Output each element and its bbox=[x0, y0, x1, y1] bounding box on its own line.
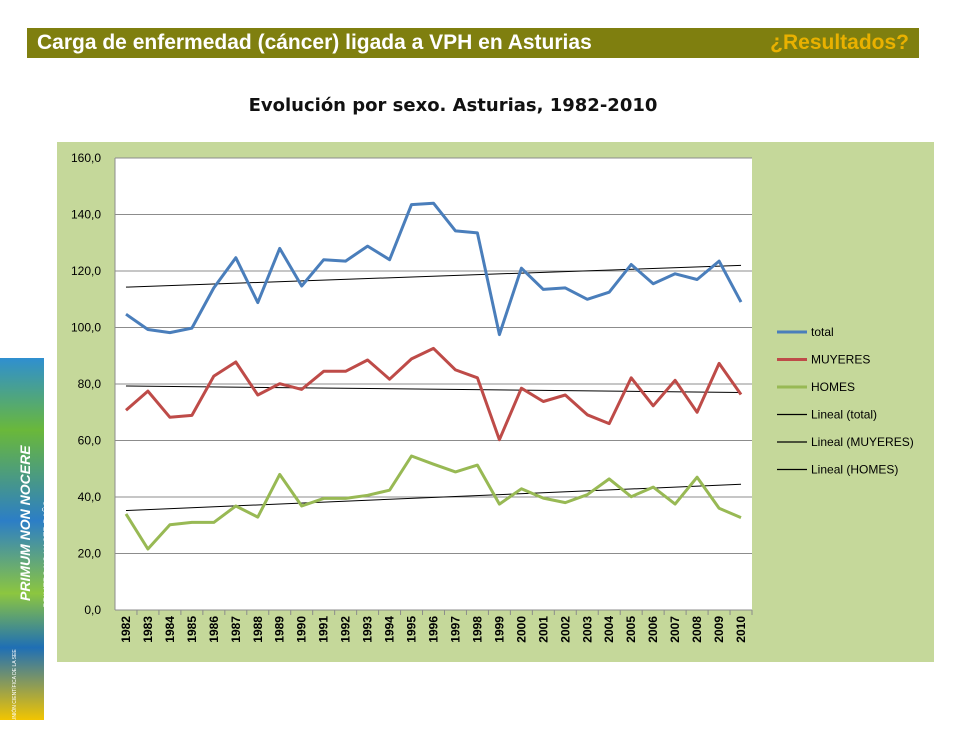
x-tick-label: 2006 bbox=[646, 616, 660, 643]
legend-label: Lineal (HOMES) bbox=[811, 463, 898, 477]
side-banner-main-text: PRIMUM NON NOCERE bbox=[17, 445, 33, 601]
x-tick-label: 1990 bbox=[295, 616, 309, 643]
y-axis: 0,0 20,0 40,0 60,0 80,0 100,0 120,0 140,0 160,0 bbox=[71, 151, 101, 617]
x-tick-label: 1992 bbox=[339, 616, 353, 643]
x-tick-label: 2002 bbox=[558, 616, 572, 643]
x-tick-label: 1983 bbox=[141, 616, 155, 643]
legend-label: HOMES bbox=[811, 380, 855, 394]
side-banner-sub-text: PRIMERO NO HACER DAÑO bbox=[42, 500, 52, 608]
legend-label: MUYERES bbox=[811, 353, 870, 367]
header-title: Carga de enfermedad (cáncer) ligada a VP… bbox=[37, 31, 592, 54]
x-tick-label: 1986 bbox=[207, 616, 221, 643]
x-tick-label: 1994 bbox=[383, 616, 397, 643]
y-tick-label: 80,0 bbox=[78, 377, 102, 391]
x-tick-label: 1999 bbox=[492, 616, 506, 643]
y-tick-label: 140,0 bbox=[71, 208, 101, 222]
x-tick-label: 1985 bbox=[185, 616, 199, 643]
legend: total MUYERES HOMES Lineal (total) Lineal (M… bbox=[777, 325, 914, 477]
y-tick-label: 120,0 bbox=[71, 264, 101, 278]
trendline bbox=[125, 385, 742, 393]
side-banner-logo: PRIMUM NON NOCERE PRIMERO NO HACER DAÑO … bbox=[0, 358, 52, 741]
x-tick-label: 1984 bbox=[163, 616, 177, 643]
x-axis: 1982 1983 1984 1985 1986 1987 1988 1989 1990 1991… bbox=[119, 610, 753, 643]
series-line-total bbox=[125, 201, 743, 337]
x-tick-label: 1989 bbox=[273, 616, 287, 643]
legend-label: Lineal (total) bbox=[811, 408, 877, 422]
x-tick-label: 1991 bbox=[317, 616, 331, 643]
chart-frame: 0,0 20,0 40,0 60,0 80,0 100,0 120,0 140,0 160,0 … bbox=[57, 142, 934, 662]
x-tick-label: 1995 bbox=[405, 616, 419, 643]
x-tick-label: 1993 bbox=[361, 616, 375, 643]
y-tick-label: 40,0 bbox=[78, 490, 102, 504]
y-tick-label: 100,0 bbox=[71, 321, 101, 335]
legend-label: Lineal (MUYERES) bbox=[811, 435, 914, 449]
x-tick-label: 1996 bbox=[427, 616, 441, 643]
y-tick-label: 160,0 bbox=[71, 151, 101, 165]
series-line-homes bbox=[124, 454, 742, 551]
x-tick-label: 2001 bbox=[536, 616, 550, 643]
x-tick-label: 2008 bbox=[690, 616, 704, 643]
x-tick-label: 1987 bbox=[229, 616, 243, 643]
x-tick-label: 2005 bbox=[624, 616, 638, 643]
chart-title: Evolución por sexo. Asturias, 1982-2010 bbox=[248, 95, 658, 116]
legend-label: total bbox=[811, 325, 834, 339]
x-tick-label: 2010 bbox=[734, 616, 748, 643]
x-tick-label: 2009 bbox=[712, 616, 726, 643]
trendline bbox=[125, 483, 742, 512]
y-tick-label: 60,0 bbox=[78, 434, 102, 448]
line-chart: 0,020,040,060,080,0100,0120,0140,0160,0 … bbox=[71, 151, 914, 643]
side-banner-small-text: XXIX REUNIÓN CIENTÍFICA DE LA SEE bbox=[12, 649, 18, 741]
x-tick-label: 2004 bbox=[602, 616, 616, 643]
header-bar: Carga de enfermedad (cáncer) ligada a VP… bbox=[27, 28, 919, 58]
x-tick-label: 1982 bbox=[119, 616, 133, 643]
x-tick-label: 1988 bbox=[251, 616, 265, 643]
x-tick-label: 2003 bbox=[580, 616, 594, 643]
y-tick-label: 20,0 bbox=[78, 547, 102, 561]
x-tick-label: 1998 bbox=[470, 616, 484, 643]
header-question: ¿Resultados? bbox=[770, 31, 909, 54]
series bbox=[124, 201, 743, 551]
x-tick-label: 1997 bbox=[448, 616, 462, 643]
x-tick-label: 2007 bbox=[668, 616, 682, 643]
series-line-muyeres bbox=[125, 346, 743, 442]
x-tick-label: 2000 bbox=[514, 616, 528, 643]
y-tick-label: 0,0 bbox=[84, 603, 101, 617]
